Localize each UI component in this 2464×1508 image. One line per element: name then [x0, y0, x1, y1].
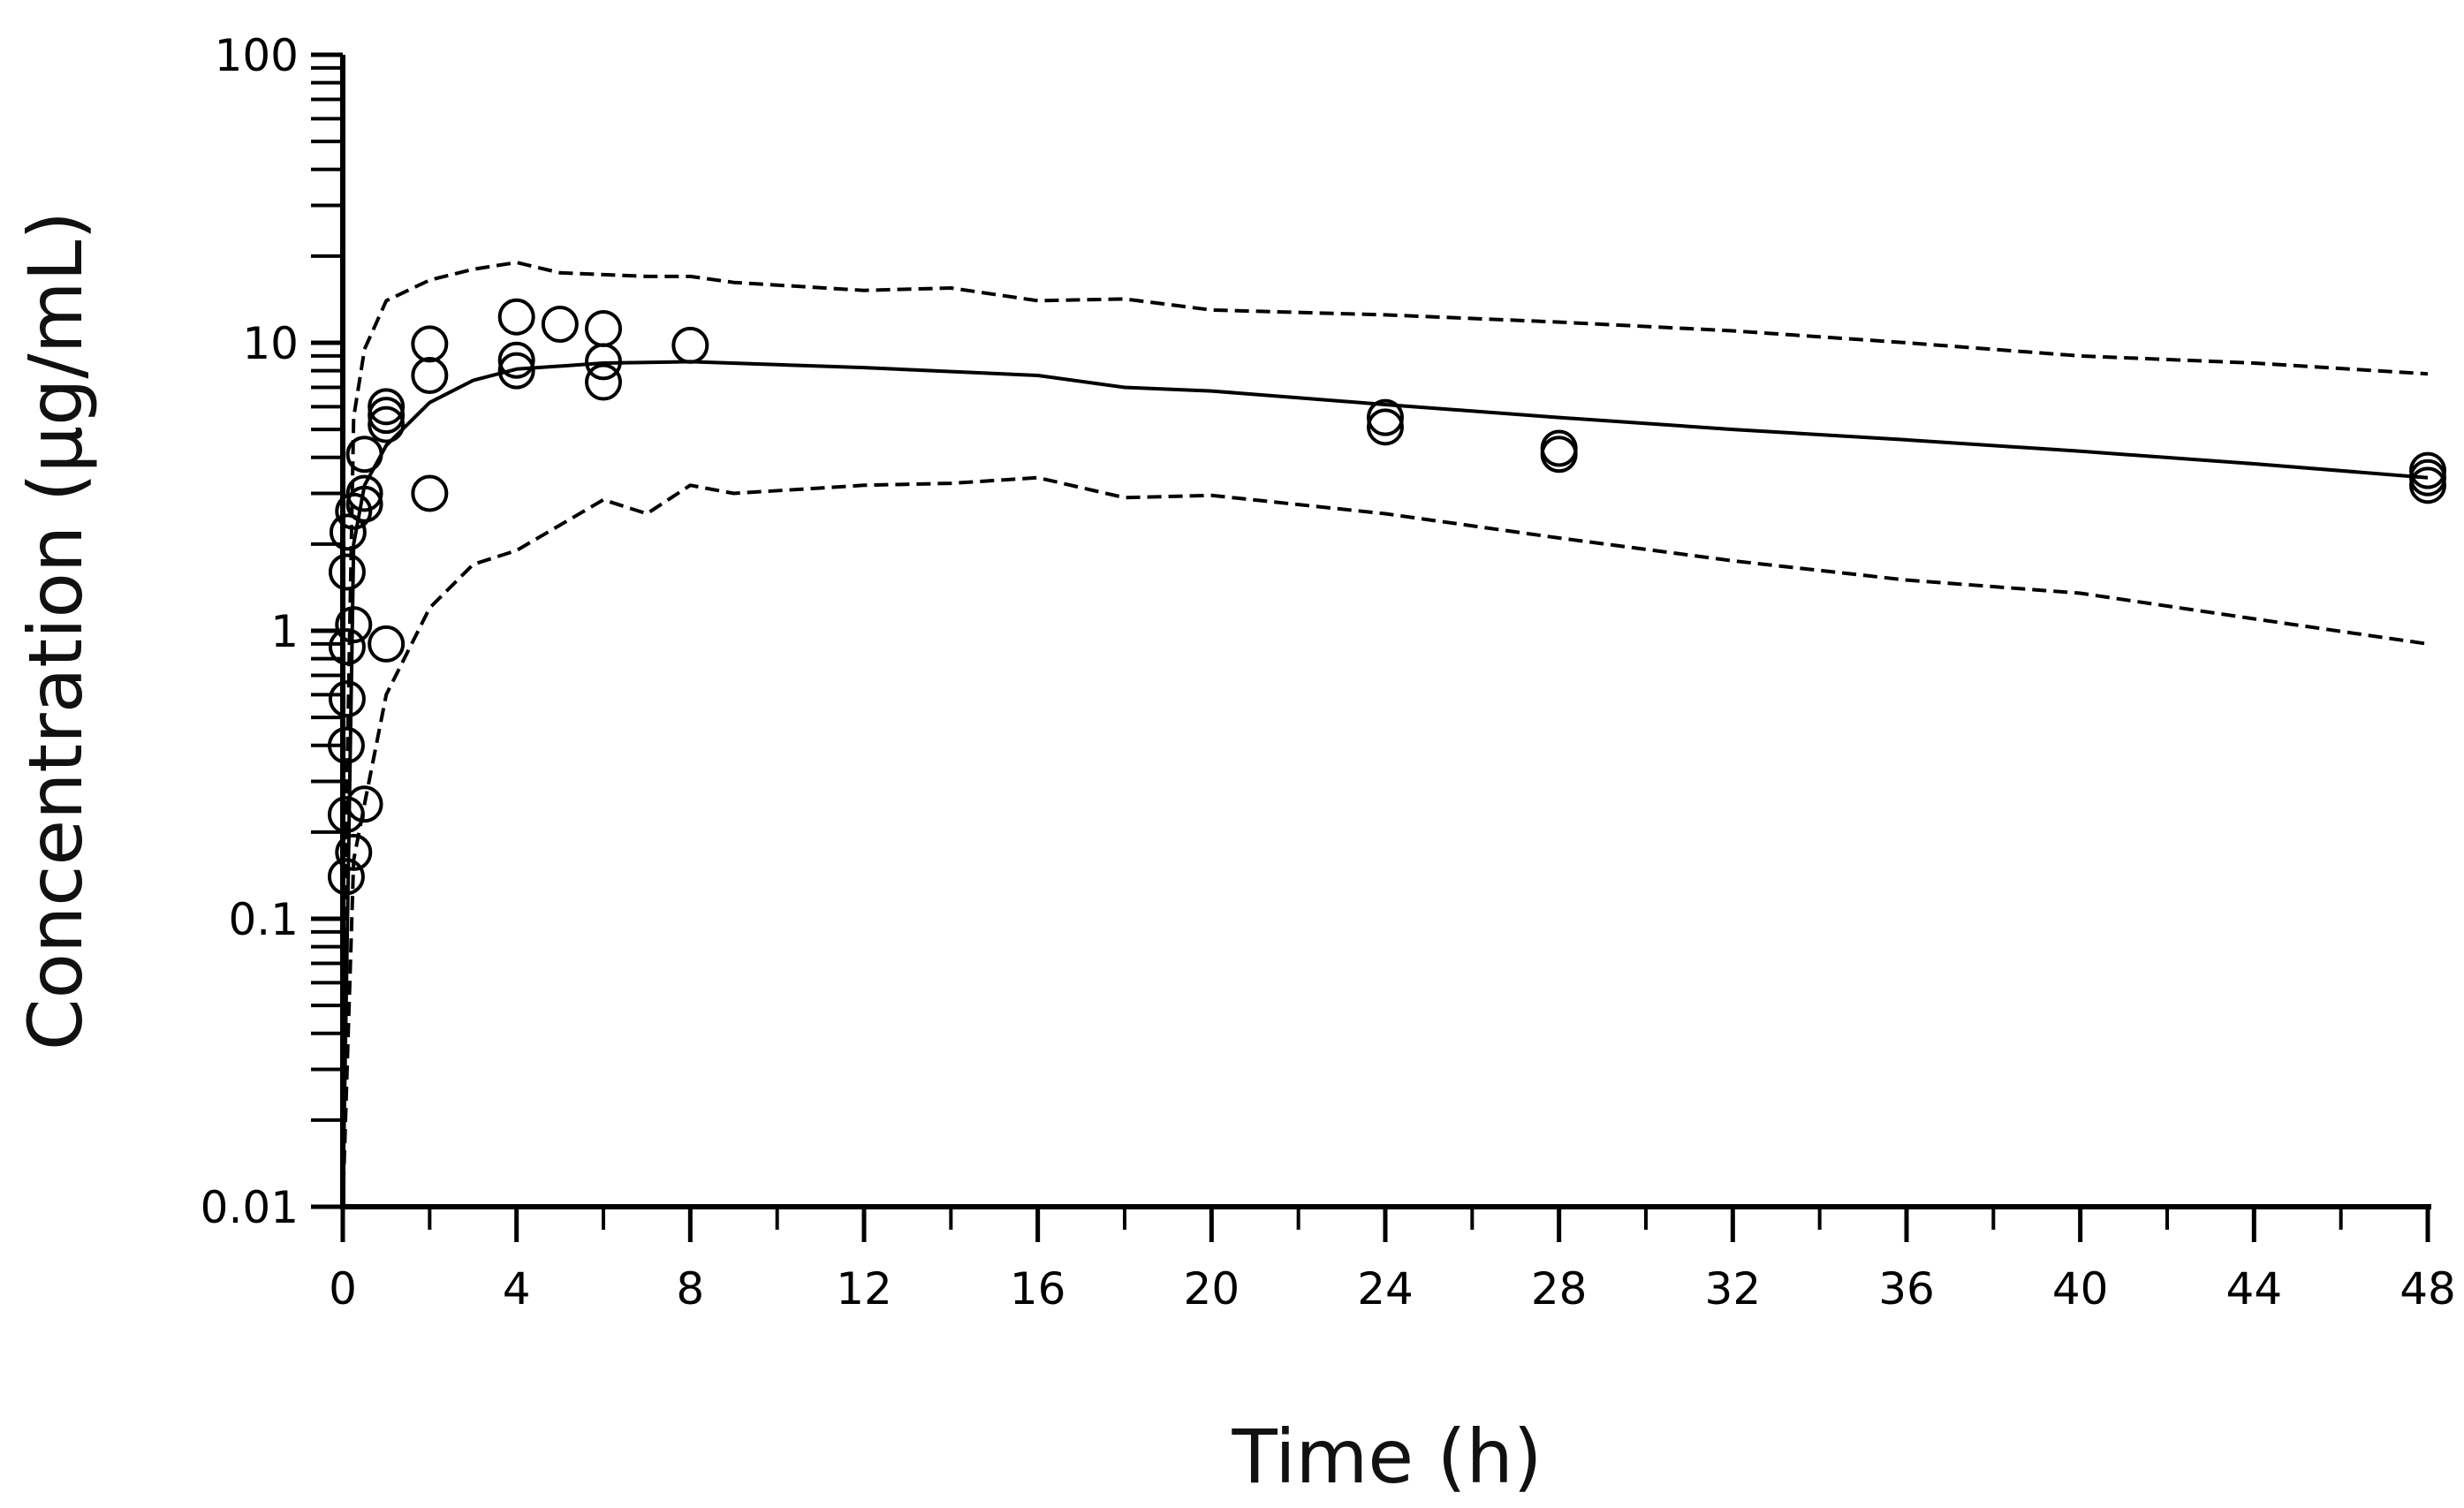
observed-point [368, 397, 406, 435]
y-axis-ticks: 0.01 0.1 1 10 100 [201, 30, 343, 1233]
observed-point [1367, 398, 1404, 436]
observed-point [411, 325, 449, 363]
y-axis-title: Concentration (μg/mL) [12, 211, 99, 1050]
series-line-median-prediction [341, 360, 2429, 1208]
x-tick-label: 36 [1878, 1263, 1935, 1315]
observed-point [585, 309, 622, 347]
axes [340, 55, 2431, 1209]
observed-point [411, 357, 449, 395]
observed-point [335, 606, 373, 644]
x-tick-label: 20 [1184, 1263, 1240, 1315]
observed-points [327, 298, 2446, 896]
prediction-curves [341, 261, 2429, 1208]
observed-point [328, 628, 366, 666]
x-axis-ticks: 0 4 8 12 16 20 24 28 32 36 40 44 48 [329, 1207, 2456, 1315]
x-tick-label: 28 [1531, 1263, 1588, 1315]
y-tick-label: 0.1 [228, 894, 299, 945]
observed-point [2409, 466, 2446, 504]
axis-titles: Time (h) Concentration (μg/mL) [12, 211, 1543, 1500]
x-tick-label: 40 [2052, 1263, 2109, 1315]
x-tick-label: 0 [329, 1263, 357, 1315]
observed-point [335, 833, 373, 871]
observed-point [345, 436, 383, 474]
y-tick-label: 10 [242, 318, 299, 369]
observed-point [368, 405, 406, 443]
x-tick-label: 48 [2400, 1263, 2456, 1315]
observed-point [345, 785, 383, 823]
observed-point [2409, 451, 2446, 489]
observed-point [411, 474, 449, 512]
y-tick-label: 100 [215, 30, 299, 81]
observed-point [368, 388, 406, 426]
x-tick-label: 44 [2226, 1263, 2283, 1315]
series-line-5th-percentile [341, 475, 2429, 1208]
x-tick-label: 8 [676, 1263, 704, 1315]
x-tick-label: 4 [503, 1263, 531, 1315]
observed-point [497, 341, 535, 379]
observed-point [345, 485, 383, 523]
x-tick-label: 32 [1705, 1263, 1762, 1315]
observed-point [1367, 408, 1404, 446]
x-tick-label: 12 [836, 1263, 892, 1315]
observed-point [497, 352, 535, 390]
observed-point [329, 513, 367, 551]
observed-point [541, 305, 579, 343]
observed-point [585, 363, 622, 401]
y-tick-label: 0.01 [201, 1182, 299, 1233]
x-axis-title: Time (h) [1231, 1413, 1542, 1500]
observed-point [1540, 429, 1578, 467]
x-tick-label: 16 [1010, 1263, 1066, 1315]
observed-point [328, 680, 366, 718]
observed-point [328, 553, 366, 591]
observed-point [671, 326, 709, 364]
observed-point [345, 474, 383, 512]
observed-point [335, 492, 373, 530]
observed-point [327, 858, 365, 896]
y-tick-label: 1 [270, 606, 299, 657]
observed-point [497, 298, 535, 336]
observed-point [368, 625, 406, 663]
series-line-95th-percentile [341, 261, 2429, 1006]
observed-point [327, 796, 365, 834]
x-tick-label: 24 [1357, 1263, 1414, 1315]
